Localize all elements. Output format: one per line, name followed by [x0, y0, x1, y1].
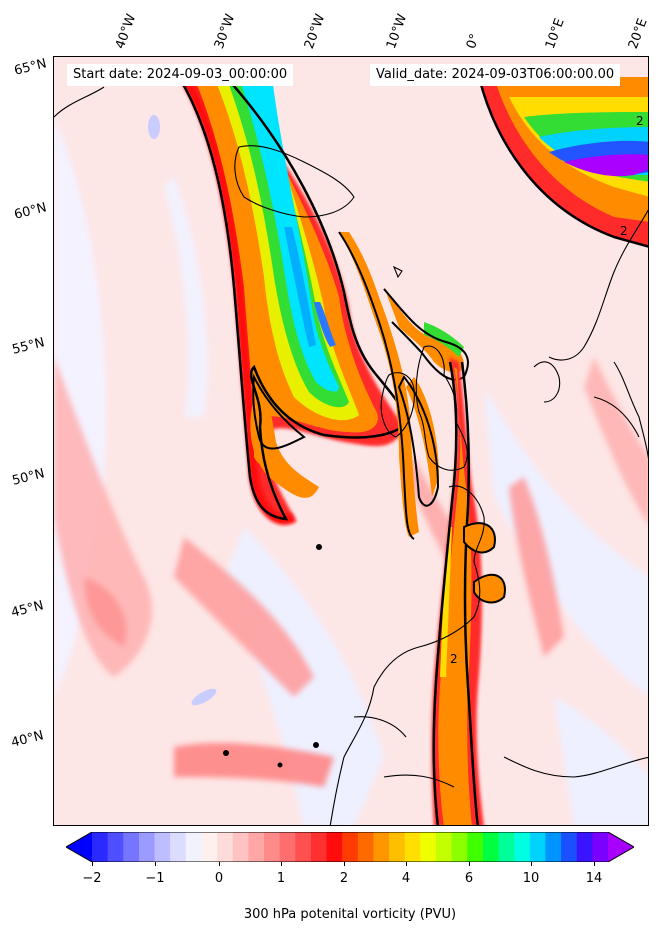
colorbar-segment [482, 832, 500, 862]
colorbar-segment [310, 832, 328, 862]
coastlines [54, 86, 648, 825]
lon-label-10w: 10°W [383, 12, 411, 51]
colorbar-tick [281, 862, 282, 866]
colorbar-segment [92, 832, 109, 862]
colorbar-tick-label: 10 [522, 871, 540, 886]
colorbar-segment [373, 832, 390, 862]
colorbar-tick-label: 2 [339, 871, 349, 886]
colorbar-extend-low [66, 832, 92, 862]
colorbar-segment [357, 832, 375, 862]
colorbar-tick-label: 14 [585, 871, 603, 886]
colorbar-tick [344, 862, 345, 866]
colorbar-segment [326, 832, 343, 862]
colorbar-tick-label: −2 [82, 871, 102, 886]
lat-label-60n: 60°N [12, 200, 49, 223]
contour-label: 2 [636, 114, 644, 128]
pv-tongue-south [431, 357, 506, 825]
colorbar-segment [529, 832, 547, 862]
colorbar-segment [514, 832, 531, 862]
lat-label-55n: 55°N [10, 335, 47, 358]
colorbar-segment [592, 832, 609, 862]
colorbar-tick [469, 862, 470, 866]
colorbar-tick [594, 862, 595, 866]
lon-label-10e: 10°E [542, 16, 568, 51]
colorbar-extend-high [608, 832, 634, 862]
colorbar-segment [170, 832, 187, 862]
colorbar-segment [154, 832, 171, 862]
pv-map: 2 2 2 [54, 57, 648, 825]
contour-label: 2 [450, 652, 458, 666]
lon-label-40w: 40°W [112, 12, 140, 51]
colorbar-segment [436, 832, 453, 862]
colorbar-segment [451, 832, 468, 862]
colorbar [64, 831, 636, 863]
contour-label: 2 [620, 224, 628, 238]
lat-label-50n: 50°N [10, 466, 47, 489]
pv-map-panel: 2 2 2 [53, 56, 649, 826]
start-date-label: Start date: 2024-09-03_00:00:00 [67, 64, 294, 86]
colorbar-tick [406, 862, 407, 866]
colorbar-segment [201, 832, 218, 862]
pv-max-scandinavia [477, 76, 648, 248]
colorbar-segment [248, 832, 265, 862]
lat-label-65n: 65°N [12, 56, 49, 79]
colorbar-segment [232, 832, 249, 862]
colorbar-segment [295, 832, 312, 862]
lon-label-0: 0° [463, 31, 484, 51]
colorbar-tick-label: 0 [214, 871, 224, 886]
colorbar-tick-label: 6 [464, 871, 474, 886]
colorbar-tick-label: 1 [276, 871, 286, 886]
colorbar-segment [264, 832, 281, 862]
colorbar-tick [92, 862, 93, 866]
colorbar-segment [404, 832, 421, 862]
colorbar-segment [498, 832, 515, 862]
colorbar-segment [138, 832, 156, 862]
colorbar-svg [64, 831, 636, 863]
colorbar-tick [219, 862, 220, 866]
colorbar-tick-label: 4 [401, 871, 411, 886]
colorbar-segment [123, 832, 140, 862]
lon-label-30w: 30°W [211, 12, 239, 51]
colorbar-segment [279, 832, 296, 862]
lat-label-45n: 45°N [9, 598, 46, 621]
lon-label-20w: 20°W [301, 12, 329, 51]
colorbar-segment [389, 832, 406, 862]
colorbar-segment [185, 832, 203, 862]
colorbar-tick-label: −1 [145, 871, 165, 886]
colorbar-segment [342, 832, 359, 862]
valid-date-label: Valid_date: 2024-09-03T06:00:00.00 [370, 64, 621, 86]
colorbar-segment [107, 832, 124, 862]
colorbar-tick [531, 862, 532, 866]
colorbar-segment [545, 832, 562, 862]
lat-label-40n: 40°N [9, 728, 46, 751]
lon-label-20e: 20°E [625, 16, 651, 51]
colorbar-tick [155, 862, 156, 866]
pv-small-maxima [148, 115, 322, 768]
colorbar-segment [420, 832, 437, 862]
colorbar-segment [217, 832, 234, 862]
pv-ribbon-uk [338, 231, 469, 540]
pv-tongue-west [177, 74, 406, 525]
colorbar-segment [561, 832, 578, 862]
colorbar-segment [576, 832, 593, 862]
colorbar-segment [467, 832, 484, 862]
colorbar-label: 300 hPa potenital vorticity (PVU) [243, 907, 457, 922]
